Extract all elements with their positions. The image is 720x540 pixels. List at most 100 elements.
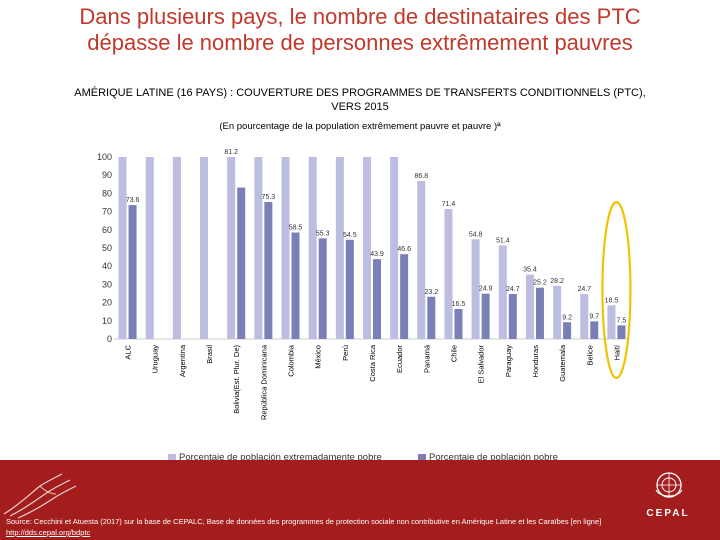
bar-poverty [481, 293, 490, 339]
x-tick-label: México [314, 345, 323, 369]
y-tick-label: 50 [102, 243, 112, 253]
bar-poverty [345, 239, 354, 339]
y-tick-label: 0 [107, 334, 112, 344]
data-label-poverty: 24.9 [479, 286, 493, 293]
bar-poverty [128, 205, 137, 339]
bar-extreme-poverty [227, 157, 236, 339]
un-emblem-icon [655, 472, 683, 498]
bar-poverty [590, 321, 599, 339]
bar-extreme-poverty [525, 274, 534, 339]
bar-poverty [291, 232, 300, 339]
chart-title-line1: AMÉRIQUE LATINE (16 PAYS) : COUVERTURE D… [74, 87, 646, 99]
data-label-extreme-poverty: 24.7 [577, 286, 591, 293]
x-tick-label: Colombia [287, 344, 296, 377]
bar-extreme-poverty [607, 305, 616, 339]
y-tick-label: 100 [97, 152, 112, 162]
footer-source: Source: Cecchini et Atuesta (2017) sur l… [6, 516, 646, 538]
y-tick-label: 10 [102, 316, 112, 326]
bar-extreme-poverty [308, 157, 317, 339]
bar-poverty [535, 287, 544, 339]
bar-poverty [508, 294, 517, 339]
y-tick-label: 70 [102, 207, 112, 217]
x-tick-label: Uruguay [151, 345, 160, 374]
x-tick-label: República Dominicana [259, 344, 268, 420]
x-tick-label: Bolivia(Est. Plur. De) [232, 345, 241, 414]
bar-extreme-poverty [145, 157, 154, 339]
x-tick-label: Guatemala [558, 344, 567, 382]
bar-extreme-poverty [417, 181, 426, 339]
bar-extreme-poverty [498, 245, 507, 339]
data-label-poverty: 73.6 [126, 197, 140, 204]
x-tick-label: Chile [449, 345, 458, 362]
footer-source-link[interactable]: http://dds.cepal.org/bdptc [6, 528, 91, 537]
footer-bar [0, 460, 720, 540]
data-label-extreme-poverty: 28.2 [550, 278, 564, 285]
highlight-ellipse-haiti [601, 200, 632, 380]
y-tick-label: 80 [102, 188, 112, 198]
y-tick-label: 30 [102, 279, 112, 289]
chart-title-line2: VERS 2015 [331, 101, 389, 113]
cepal-logo: CEPAL [646, 508, 690, 519]
data-label-poverty: 24.7 [506, 286, 520, 293]
bar-poverty [373, 259, 381, 339]
bar-poverty [427, 296, 436, 339]
y-tick-label: 40 [102, 261, 112, 271]
x-tick-label: Belice [585, 345, 594, 365]
bar-extreme-poverty [172, 157, 181, 339]
x-tick-label: Ecuador [395, 345, 404, 373]
data-label-poverty: 9.7 [589, 313, 599, 320]
data-label-extreme-poverty: 18.5 [605, 297, 619, 304]
bar-extreme-poverty [444, 209, 453, 339]
bar-poverty [617, 325, 626, 339]
legend-label-extreme-poverty: Porcentaje de población extremadamente p… [179, 452, 382, 463]
legend-item-poverty: Porcentaje de población pobre [418, 452, 558, 463]
data-label-poverty: 46.6 [397, 246, 411, 253]
data-label-poverty: 23.2 [425, 289, 439, 296]
x-tick-label: Brasil [205, 345, 214, 364]
slide-title-line2: dépasse le nombre de personnes extrêmeme… [87, 30, 633, 55]
bar-poverty [264, 201, 273, 339]
x-tick-label: Perú [341, 345, 350, 361]
bar-extreme-poverty [200, 157, 209, 339]
bar-extreme-poverty [254, 157, 263, 339]
data-label-extreme-poverty: 81.2 [224, 149, 238, 156]
slide-title-line1: Dans plusieurs pays, le nombre de destin… [79, 4, 641, 29]
slide-title: Dans plusieurs pays, le nombre de destin… [0, 4, 720, 56]
bar-extreme-poverty [363, 157, 371, 339]
chart-title: AMÉRIQUE LATINE (16 PAYS) : COUVERTURE D… [0, 86, 720, 114]
bar-poverty [237, 187, 246, 339]
data-label-poverty: 75.3 [262, 194, 276, 201]
hands-logo-icon [3, 473, 77, 519]
data-label-poverty: 43.9 [370, 251, 384, 258]
x-tick-label: Argentina [178, 344, 187, 377]
data-label-poverty: 16.5 [452, 301, 466, 308]
chart-subtitle: (En pourcentage de la population extrême… [219, 121, 501, 132]
data-label-extreme-poverty: 71.4 [442, 201, 456, 208]
data-label-extreme-poverty: 35.4 [523, 267, 537, 274]
x-tick-label: Panamá [422, 344, 431, 373]
x-tick-label: El Salvador [477, 345, 486, 384]
y-tick-label: 60 [102, 225, 112, 235]
legend-swatch-extreme-poverty [168, 453, 176, 462]
bar-extreme-poverty [281, 157, 290, 339]
bar-poverty [318, 238, 327, 339]
data-label-extreme-poverty: 86.8 [415, 173, 429, 180]
data-label-poverty: 54.5 [343, 232, 357, 239]
x-tick-label: Haití [612, 344, 621, 360]
data-label-poverty: 9.2 [562, 314, 572, 321]
chart-legend: Porcentaje de población extremadamente p… [160, 452, 620, 466]
data-label-poverty: 55.3 [316, 230, 330, 237]
bar-extreme-poverty [118, 157, 127, 339]
data-label-extreme-poverty: 51.4 [496, 237, 510, 244]
footer-source-text: Source: Cecchini et Atuesta (2017) sur l… [6, 517, 602, 526]
bar-extreme-poverty [471, 239, 480, 339]
x-tick-label: Honduras [531, 345, 540, 378]
bar-extreme-poverty [335, 157, 344, 339]
data-label-poverty: 58.5 [289, 225, 303, 232]
y-tick-label: 20 [102, 298, 112, 308]
bar-poverty [400, 254, 409, 339]
bar-poverty [563, 322, 572, 339]
x-tick-label: Costa Rica [368, 344, 377, 382]
legend-label-poverty: Porcentaje de población pobre [429, 452, 558, 463]
legend-item-extreme-poverty: Porcentaje de población extremadamente p… [168, 452, 382, 463]
